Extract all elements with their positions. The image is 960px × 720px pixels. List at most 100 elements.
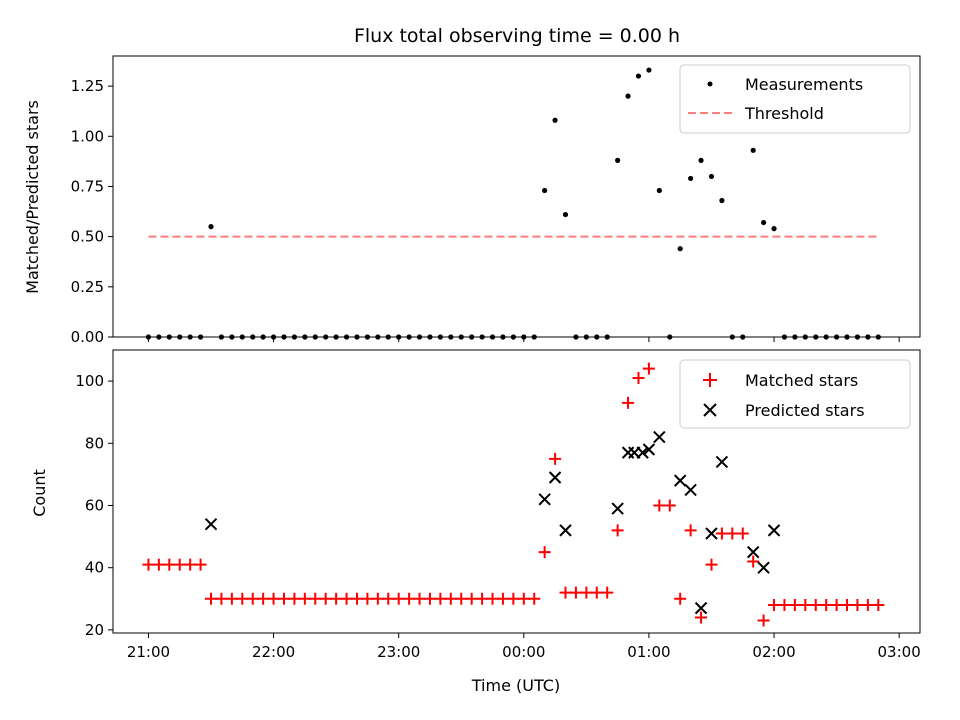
matched-star-marker (757, 614, 770, 627)
matched-star-marker (142, 558, 155, 571)
matched-star-marker (517, 592, 530, 605)
matched-star-marker (778, 599, 791, 612)
bottom-y-tick-label: 60 (85, 496, 104, 514)
matched-star-marker (726, 527, 739, 540)
bottom-y-tick-label: 100 (75, 372, 104, 390)
bottom-x-tick-label: 01:00 (627, 643, 670, 661)
matched-star-marker (298, 592, 311, 605)
predicted-star-marker (548, 471, 562, 484)
measurement-point (552, 117, 558, 123)
measurement-point (761, 219, 767, 226)
bottom-panel: 20 40 60 80 100 21:00 22:00 23:00 00:00 01:00 02:… (30, 349, 921, 695)
legend-measurements-marker (707, 81, 713, 87)
matched-star-marker (684, 524, 697, 537)
matched-star-marker (361, 592, 374, 605)
matched-star-marker (715, 527, 728, 540)
matched-star-marker (549, 452, 562, 465)
bottom-y-tick-label: 20 (85, 621, 104, 639)
measurement-point (208, 224, 214, 230)
legend-matched-label: Matched stars (745, 371, 858, 390)
legend-matched-marker (703, 373, 717, 387)
chart-title: Flux total observing time = 0.00 h (354, 25, 680, 47)
bottom-y-axis-label: Count (30, 469, 49, 517)
matched-star-marker (350, 592, 363, 605)
matched-star-marker (277, 592, 290, 605)
legend-predicted-marker (703, 403, 717, 417)
predicted-stars-points (204, 430, 781, 615)
matched-star-marker (569, 586, 582, 599)
top-y-tick-label: 0.00 (71, 328, 104, 346)
measurement-point (750, 147, 756, 153)
matched-star-marker (194, 558, 207, 571)
predicted-star-marker (538, 493, 551, 506)
matched-star-marker (809, 599, 822, 612)
matched-star-marker (799, 599, 812, 612)
matched-star-marker (403, 592, 416, 605)
measurement-point (688, 175, 694, 182)
bottom-x-tick-label: 23:00 (377, 643, 420, 661)
matched-star-marker (413, 592, 426, 605)
matched-star-marker (747, 555, 760, 568)
predicted-star-marker (559, 524, 572, 537)
measurement-point (646, 67, 652, 73)
bottom-x-tick-label: 00:00 (502, 643, 545, 661)
matched-star-marker (225, 592, 238, 605)
matched-star-marker (455, 592, 468, 605)
matched-star-marker (173, 558, 186, 571)
matched-star-marker (205, 592, 218, 605)
predicted-star-marker (204, 517, 218, 531)
predicted-star-marker (642, 443, 656, 456)
predicted-star-marker (694, 601, 708, 615)
predicted-star-marker (746, 545, 760, 559)
measurement-point (635, 73, 642, 79)
matched-star-marker (559, 586, 572, 599)
matched-star-marker (695, 611, 708, 624)
top-y-tick-label: 0.75 (71, 177, 104, 195)
predicted-star-marker (705, 527, 718, 540)
bottom-legend-box (679, 359, 911, 429)
measurement-point (771, 226, 777, 232)
matched-star-marker (444, 592, 457, 605)
predicted-star-marker (611, 502, 624, 515)
bottom-x-tick-label: 22:00 (252, 643, 295, 661)
matched-star-marker (163, 558, 176, 571)
matched-star-marker (319, 592, 332, 605)
measurement-point (719, 197, 725, 204)
measurement-point (615, 157, 621, 163)
predicted-star-marker (757, 561, 770, 574)
predicted-star-marker (673, 474, 687, 487)
bottom-plot-frame (112, 349, 921, 634)
predicted-star-marker (767, 524, 781, 537)
matched-star-marker (267, 592, 280, 605)
predicted-star-marker (636, 446, 649, 459)
predicted-star-marker (715, 455, 729, 469)
matched-star-marker (872, 599, 885, 612)
matched-star-marker (580, 586, 593, 599)
top-x-ticks (147, 337, 900, 342)
matched-star-marker (830, 599, 843, 612)
bottom-x-tick-label: 03:00 (878, 643, 921, 661)
matched-star-marker (236, 592, 249, 605)
bottom-y-tick-label: 40 (85, 559, 104, 577)
matched-star-marker (246, 592, 259, 605)
matched-star-marker (476, 592, 489, 605)
matched-star-marker (528, 592, 541, 605)
measurement-point (562, 211, 569, 218)
bottom-x-tick-label: 21:00 (127, 643, 170, 661)
matched-star-marker (642, 362, 655, 375)
matched-star-marker (434, 592, 447, 605)
matched-star-marker (736, 527, 749, 540)
x-axis-label: Time (UTC) (471, 676, 560, 695)
legend-measurements-label: Measurements (745, 75, 863, 94)
top-panel: 0.00 0.25 0.50 0.75 1.00 1.25 Matched/Predict… (23, 55, 921, 346)
matched-star-marker (371, 592, 384, 605)
matched-star-marker (632, 371, 645, 384)
matched-star-marker (538, 546, 551, 559)
matched-star-marker (465, 592, 478, 605)
matched-star-marker (622, 396, 635, 409)
matched-star-marker (841, 599, 854, 612)
matched-star-marker (215, 592, 228, 605)
legend-predicted-label: Predicted stars (745, 401, 865, 420)
top-y-tick-label: 0.50 (71, 228, 104, 246)
